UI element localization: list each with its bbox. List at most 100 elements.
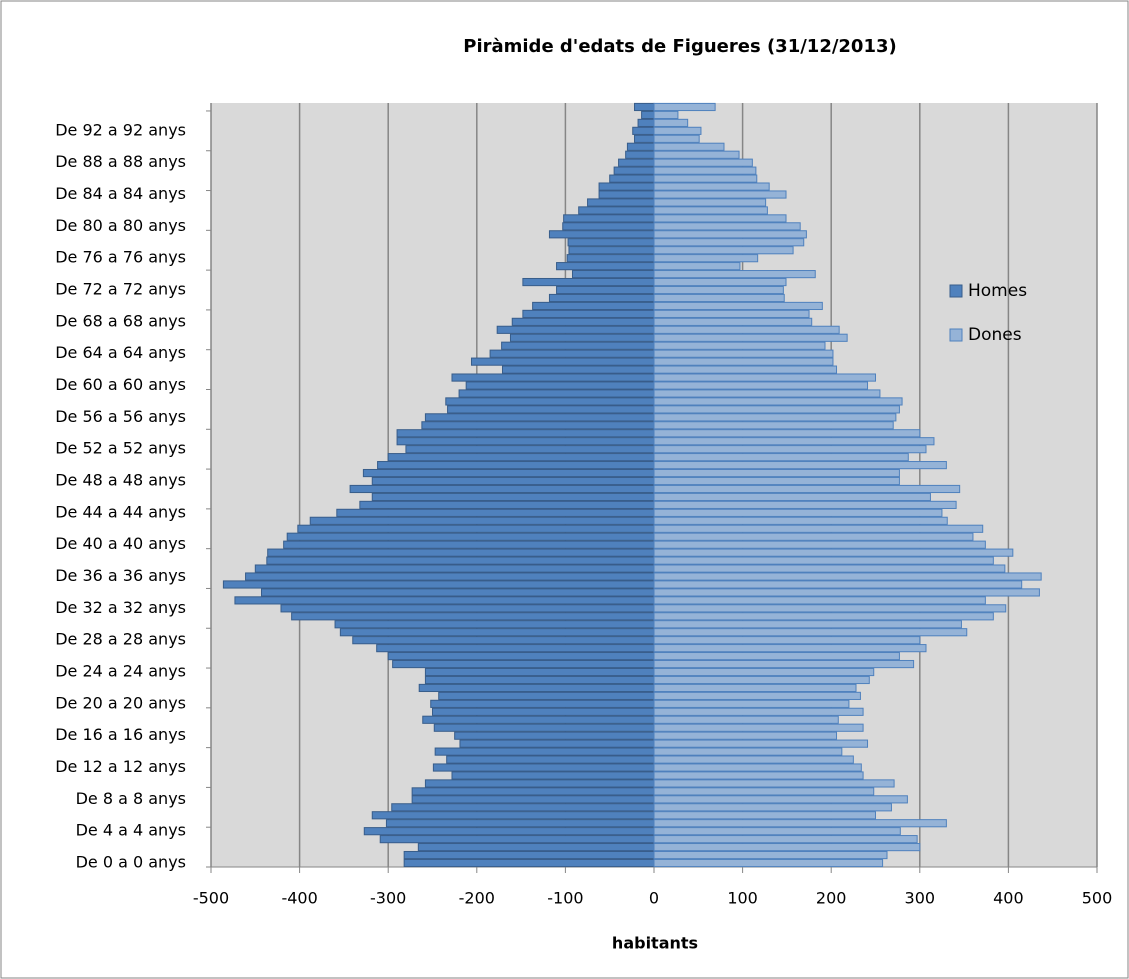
- bar: [489, 349, 655, 358]
- bar: [568, 246, 655, 255]
- bar: [653, 262, 741, 271]
- bar: [653, 214, 787, 223]
- bar: [653, 453, 909, 462]
- bar: [234, 596, 655, 605]
- bar: [653, 230, 807, 239]
- bar: [424, 667, 655, 677]
- bar: [222, 580, 655, 589]
- bar: [653, 142, 725, 151]
- bar: [653, 118, 689, 127]
- bar: [432, 707, 655, 716]
- chart-title: Piràmide d'edats de Figueres (31/12/2013…: [463, 36, 897, 57]
- bar: [634, 134, 655, 143]
- bar: [587, 198, 655, 207]
- bar: [459, 739, 655, 748]
- bar: [387, 453, 655, 462]
- bar: [653, 675, 870, 685]
- bar: [392, 659, 655, 669]
- bar: [433, 723, 655, 732]
- legend-swatch: [949, 284, 963, 298]
- bar: [556, 262, 655, 271]
- bar: [245, 572, 655, 581]
- bar: [653, 803, 892, 812]
- x-tick-label: 200: [816, 889, 847, 908]
- bar: [421, 421, 655, 430]
- bar: [496, 325, 655, 334]
- bar: [653, 683, 857, 693]
- bar: [336, 508, 655, 517]
- bar: [371, 492, 655, 502]
- bar: [653, 158, 753, 167]
- bar: [403, 850, 655, 860]
- bar: [291, 612, 655, 621]
- bar: [445, 397, 655, 406]
- bar: [653, 628, 968, 637]
- y-tick-label: De 8 a 8 anys: [76, 789, 186, 808]
- y-tick-label: De 92 a 92 anys: [55, 120, 186, 139]
- x-tick-label: 0: [649, 889, 659, 908]
- bar: [653, 556, 994, 565]
- bar: [653, 110, 679, 120]
- bar: [653, 763, 862, 772]
- bar: [339, 628, 655, 637]
- y-tick-label: De 0 a 0 anys: [76, 853, 186, 872]
- bar: [379, 835, 655, 844]
- bar: [653, 301, 823, 311]
- y-tick-label: De 24 a 24 anys: [55, 662, 186, 681]
- y-tick-label: De 20 a 20 anys: [55, 693, 186, 712]
- bar: [458, 389, 655, 398]
- bar: [511, 317, 655, 326]
- bar: [653, 691, 861, 700]
- bar: [376, 644, 655, 653]
- bar: [653, 644, 927, 653]
- bar: [297, 524, 655, 533]
- y-tick-label: De 68 a 68 anys: [55, 311, 186, 330]
- bar: [653, 309, 810, 318]
- bar: [653, 723, 864, 732]
- y-tick-label: De 56 a 56 anys: [55, 407, 186, 426]
- bar: [653, 699, 850, 708]
- bar: [653, 827, 901, 836]
- bar: [653, 389, 881, 398]
- bar: [422, 715, 655, 724]
- bar: [556, 285, 655, 295]
- x-tick-label: 500: [1082, 889, 1113, 908]
- bar: [653, 755, 854, 764]
- bar: [283, 540, 655, 549]
- y-tick-label: De 64 a 64 anys: [55, 343, 186, 362]
- bar: [522, 309, 655, 318]
- bar: [567, 238, 655, 247]
- bar: [653, 540, 986, 549]
- bar: [653, 333, 848, 342]
- bar: [417, 843, 655, 852]
- bar: [653, 508, 943, 517]
- bar: [562, 222, 655, 231]
- bar: [522, 277, 655, 287]
- bar: [451, 771, 655, 780]
- bar: [653, 850, 888, 860]
- bar: [424, 779, 655, 788]
- bar: [359, 500, 655, 509]
- x-tick-label: 400: [993, 889, 1024, 908]
- bar: [613, 166, 655, 175]
- y-tick-label: De 28 a 28 anys: [55, 630, 186, 649]
- bar: [653, 397, 903, 406]
- y-tick-label: De 88 a 88 anys: [55, 152, 186, 171]
- bar: [653, 206, 768, 215]
- bar: [653, 357, 834, 366]
- bar: [363, 827, 655, 836]
- bar: [653, 588, 1040, 597]
- bar: [438, 691, 655, 700]
- bar: [653, 126, 702, 135]
- bar: [501, 365, 655, 374]
- y-tick-label: De 4 a 4 anys: [76, 821, 186, 840]
- bar: [653, 548, 1014, 557]
- bar: [578, 206, 655, 215]
- y-tick-label: De 48 a 48 anys: [55, 471, 186, 490]
- bar: [411, 795, 655, 804]
- bar: [653, 667, 875, 677]
- y-tick-label: De 16 a 16 anys: [55, 725, 186, 744]
- y-tick-label: De 52 a 52 anys: [55, 439, 186, 458]
- bar: [653, 349, 834, 358]
